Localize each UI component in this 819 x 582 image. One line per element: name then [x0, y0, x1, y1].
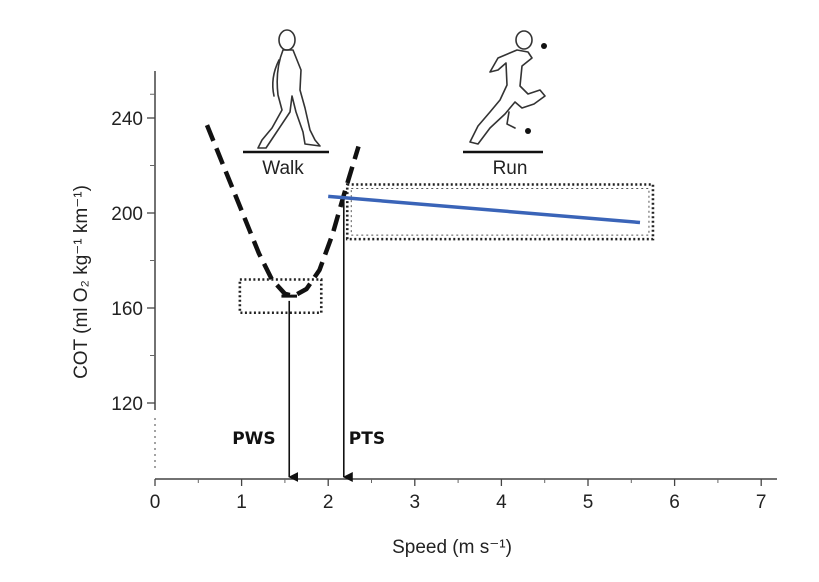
x-tick-label: 3: [410, 492, 421, 513]
pws-label: PWS: [232, 429, 275, 449]
x-ticks: 0 1 2 3 4 5 6 7: [150, 479, 767, 513]
walking-figure-icon: [257, 29, 321, 149]
x-tick-label: 5: [583, 492, 594, 513]
highlight-box: [345, 183, 655, 241]
x-tick-label: 2: [323, 492, 334, 513]
y-tick-label: 240: [111, 109, 143, 130]
x-tick-label: 7: [756, 492, 767, 513]
x-tick-label: 0: [150, 492, 161, 513]
pts-label: PTS: [349, 429, 385, 449]
x-axis-title: Speed (m s⁻¹): [392, 537, 512, 558]
highlight-box-inner: [350, 188, 650, 236]
y-tick-label: 160: [111, 299, 143, 320]
run-dot-bottom: [525, 128, 531, 134]
y-axis-title: COT (ml O₂ kg⁻¹ km⁻¹): [71, 185, 92, 379]
x-tick-label: 4: [496, 492, 507, 513]
y-ticks: 120 160 200 240: [111, 93, 155, 415]
highlight-boxes: [238, 183, 655, 315]
highlight-box: [238, 278, 323, 315]
run-dot-top: [541, 43, 547, 49]
running-cot-line: [328, 194, 641, 225]
series-group: [204, 124, 641, 299]
x-tick-label: 1: [236, 492, 247, 513]
x-tick-label: 6: [669, 492, 680, 513]
annotations: PWS PTS: [232, 201, 385, 482]
y-tick-label: 200: [111, 204, 143, 225]
walk-label: Walk: [262, 158, 304, 179]
axes: [154, 71, 777, 480]
run-label: Run: [493, 158, 528, 179]
y-tick-label: 120: [111, 394, 143, 415]
running-figure-icon: [469, 30, 546, 145]
